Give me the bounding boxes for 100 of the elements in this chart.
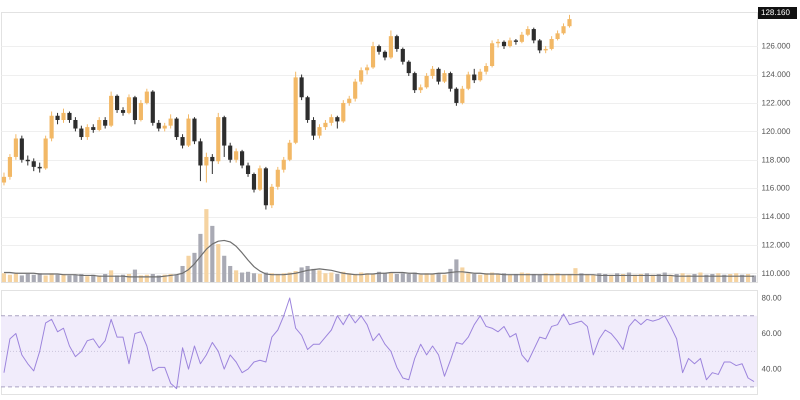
bar bbox=[329, 272, 334, 282]
candlestick bbox=[180, 134, 185, 149]
candlestick bbox=[353, 78, 358, 102]
y-tick-label: 60.00 bbox=[762, 329, 782, 338]
bar bbox=[258, 274, 262, 282]
candlestick bbox=[359, 66, 364, 85]
candlestick bbox=[329, 114, 334, 126]
candlestick bbox=[288, 139, 292, 162]
bar bbox=[252, 273, 256, 282]
y-tick-label: 114.000 bbox=[762, 212, 790, 222]
candlestick bbox=[508, 37, 512, 48]
bar bbox=[370, 274, 376, 282]
candlestick bbox=[252, 172, 256, 193]
candlestick bbox=[490, 40, 494, 68]
bar bbox=[204, 209, 208, 282]
candlestick bbox=[85, 124, 90, 140]
candlestick bbox=[138, 100, 143, 122]
candlestick bbox=[341, 100, 346, 124]
candlestick bbox=[526, 26, 530, 37]
candlestick bbox=[168, 114, 173, 130]
candlestick bbox=[484, 62, 488, 76]
candlestick bbox=[305, 95, 310, 124]
candlestick bbox=[240, 149, 244, 169]
y-tick-label: 112.000 bbox=[762, 240, 790, 250]
bar bbox=[55, 274, 60, 282]
candlestick bbox=[132, 95, 138, 125]
bar bbox=[454, 259, 458, 282]
bar bbox=[210, 226, 214, 282]
candlestick bbox=[2, 172, 6, 186]
bar bbox=[317, 270, 322, 282]
bar bbox=[388, 272, 393, 282]
bar bbox=[430, 274, 435, 282]
candlestick bbox=[556, 30, 560, 41]
candlestick bbox=[323, 120, 328, 130]
candlestick bbox=[174, 116, 179, 140]
bar bbox=[216, 244, 220, 282]
bar bbox=[323, 273, 328, 282]
candlestick bbox=[50, 110, 54, 142]
bar bbox=[240, 272, 244, 282]
y-tick-label: 122.000 bbox=[762, 98, 791, 108]
candlestick bbox=[376, 44, 382, 56]
candlestick bbox=[234, 148, 238, 164]
candlestick bbox=[258, 164, 262, 192]
candlestick bbox=[228, 142, 232, 164]
candlestick bbox=[454, 86, 458, 106]
candlestick bbox=[561, 22, 566, 36]
y-tick-label: 80.00 bbox=[762, 294, 782, 302]
candlestick bbox=[550, 36, 554, 51]
bar bbox=[198, 234, 202, 282]
bar bbox=[85, 276, 90, 282]
candlestick bbox=[365, 64, 370, 76]
candlestick bbox=[388, 30, 393, 60]
bar bbox=[335, 274, 340, 282]
y-tick-label: 40.00 bbox=[762, 364, 782, 374]
candlestick bbox=[32, 158, 36, 172]
candlestick bbox=[270, 183, 274, 209]
candlestick bbox=[424, 72, 429, 90]
candlestick bbox=[472, 68, 476, 84]
candlestick bbox=[335, 115, 340, 130]
bar bbox=[442, 274, 447, 282]
candlestick bbox=[8, 154, 12, 180]
candlestick bbox=[20, 135, 24, 164]
candlestick bbox=[97, 116, 102, 132]
candlestick bbox=[276, 166, 280, 190]
bar bbox=[44, 275, 48, 282]
candlestick bbox=[406, 60, 411, 76]
y-tick-label: 118.000 bbox=[762, 155, 790, 164]
bar bbox=[472, 274, 476, 282]
candlestick bbox=[282, 156, 286, 174]
candlestick bbox=[114, 94, 120, 114]
text: 128.160 bbox=[761, 8, 790, 17]
y-tick-label: 124.000 bbox=[762, 70, 791, 80]
y-tick-label: 110.000 bbox=[762, 268, 790, 278]
candlestick bbox=[400, 47, 405, 66]
candlestick bbox=[448, 71, 453, 92]
candlestick bbox=[460, 85, 464, 105]
candlestick bbox=[246, 162, 250, 178]
bar bbox=[186, 256, 191, 282]
candlestick bbox=[347, 95, 352, 106]
candlestick bbox=[436, 66, 441, 85]
candlestick bbox=[300, 74, 304, 101]
candlestick bbox=[79, 125, 84, 140]
candlestick bbox=[520, 31, 524, 44]
candlestick bbox=[67, 110, 72, 124]
candlestick bbox=[394, 34, 399, 52]
candlestick bbox=[567, 14, 572, 28]
candlestick bbox=[14, 134, 18, 160]
bar bbox=[67, 275, 72, 282]
candlestick bbox=[73, 116, 78, 132]
y-tick-label: 116.000 bbox=[762, 184, 790, 193]
candlestick bbox=[192, 116, 197, 145]
candlestick bbox=[412, 71, 417, 94]
y-tick-label: 120.000 bbox=[762, 126, 791, 136]
line-series bbox=[3, 298, 755, 390]
candlestick bbox=[126, 94, 132, 115]
candlestick bbox=[210, 154, 214, 174]
candlestick bbox=[61, 108, 66, 124]
candlestick bbox=[442, 70, 447, 84]
candlestick bbox=[382, 50, 388, 61]
candlestick bbox=[478, 68, 482, 82]
